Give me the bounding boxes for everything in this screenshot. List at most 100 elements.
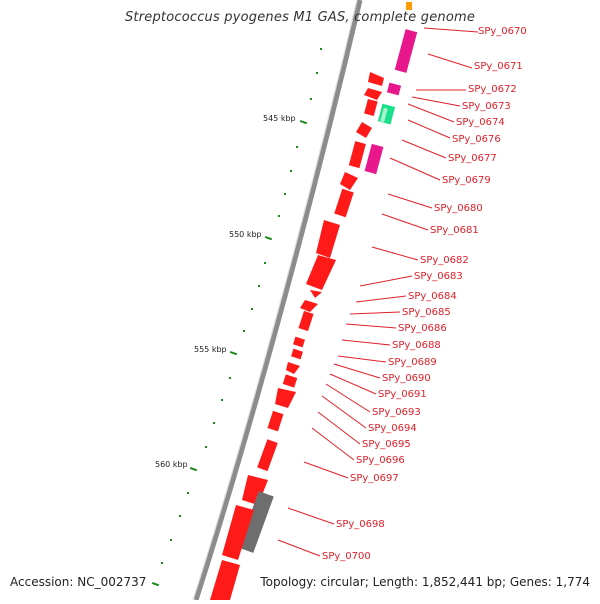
tick-mark — [221, 399, 223, 401]
gene-label[interactable]: SPy_0683 — [414, 271, 463, 282]
gene-feature — [242, 475, 268, 505]
gene-feature — [238, 491, 274, 553]
gene-label[interactable]: SPy_0680 — [434, 203, 483, 214]
map-title: Streptococcus pyogenes M1 GAS, complete … — [124, 10, 476, 25]
tick-mark — [299, 120, 308, 125]
tick-mark — [189, 467, 198, 472]
scale-labels: 545 kbp 550 kbp 555 kbp 560 kbp — [155, 114, 296, 469]
gene-feature — [306, 255, 336, 290]
gene-feature — [267, 410, 284, 432]
gene-feature — [340, 172, 358, 190]
gene-labels: SPy_0670 SPy_0671 SPy_0672 SPy_0673 SPy_… — [322, 26, 527, 562]
gene-label[interactable]: SPy_0693 — [372, 407, 421, 418]
leader-line — [345, 323, 397, 329]
tick-mark — [151, 582, 160, 587]
leader-line — [317, 411, 361, 445]
tick-mark — [290, 170, 292, 172]
tick-mark — [251, 308, 253, 310]
tick-mark — [187, 492, 189, 494]
gene-label[interactable]: SPy_0697 — [350, 473, 399, 484]
scale-label: 550 kbp — [229, 230, 262, 239]
gene-label[interactable]: SPy_0673 — [462, 101, 511, 112]
gene-feature — [275, 388, 296, 408]
gene-label[interactable]: SPy_0691 — [378, 389, 427, 400]
gene-label[interactable]: SPy_0685 — [402, 307, 451, 318]
gene-label[interactable]: SPy_0674 — [456, 117, 505, 128]
leader-line — [287, 507, 335, 525]
leader-line — [407, 119, 451, 139]
leader-line — [325, 383, 371, 413]
gene-label[interactable]: SPy_0696 — [356, 455, 405, 466]
gene-track — [210, 2, 418, 600]
leader-line — [411, 96, 461, 107]
gene-feature — [386, 82, 402, 96]
gene-feature — [210, 560, 240, 600]
accession-text: Accession: NC_002737 — [10, 575, 147, 589]
leader-line — [389, 157, 441, 181]
tick-mark — [296, 146, 298, 148]
scale-label: 545 kbp — [263, 114, 296, 123]
gene-label[interactable]: SPy_0686 — [398, 323, 447, 334]
gene-label[interactable]: SPy_0688 — [392, 340, 441, 351]
gene-label[interactable]: SPy_0670 — [478, 26, 527, 37]
gene-feature — [293, 336, 305, 348]
leader-line — [341, 339, 391, 346]
gene-feature — [348, 141, 366, 169]
gene-label[interactable]: SPy_0689 — [388, 357, 437, 368]
gene-feature — [364, 98, 378, 117]
gene-label[interactable]: SPy_0677 — [448, 153, 497, 164]
tick-mark — [229, 351, 238, 356]
leader-line — [321, 395, 367, 429]
gene-label[interactable]: SPy_0681 — [430, 225, 479, 236]
tick-mark — [284, 193, 286, 195]
leader-line — [381, 213, 429, 231]
gene-feature — [364, 143, 384, 175]
tick-mark — [213, 422, 215, 424]
gene-label[interactable]: SPy_0695 — [362, 439, 411, 450]
leader-line — [311, 427, 355, 461]
scale-label: 560 kbp — [155, 460, 188, 469]
genome-summary-text: Topology: circular; Length: 1,852,441 bp… — [260, 575, 590, 589]
leader-line — [407, 103, 455, 123]
leader-line — [303, 461, 349, 479]
gene-feature — [316, 220, 340, 258]
leader-line — [401, 139, 447, 159]
gene-label[interactable]: SPy_0694 — [368, 423, 417, 434]
gene-label[interactable]: SPy_0698 — [336, 519, 385, 530]
tick-mark — [264, 262, 266, 264]
gene-label[interactable]: SPy_0679 — [442, 175, 491, 186]
gene-label[interactable]: SPy_0682 — [420, 255, 469, 266]
tick-mark — [161, 562, 163, 564]
leader-line — [355, 295, 407, 303]
tick-mark — [243, 330, 245, 332]
gene-label[interactable]: SPy_0700 — [322, 551, 371, 562]
scale-ticks — [151, 48, 322, 587]
tick-mark — [179, 515, 181, 517]
gene-label[interactable]: SPy_0671 — [474, 61, 523, 72]
gene-feature — [380, 107, 388, 123]
gene-label[interactable]: SPy_0684 — [408, 291, 457, 302]
leader-line — [337, 355, 387, 363]
gene-feature — [298, 310, 314, 332]
gene-label[interactable]: SPy_0676 — [452, 134, 501, 145]
gene-label[interactable]: SPy_0690 — [382, 373, 431, 384]
leader-line — [329, 373, 377, 395]
leader-lines — [277, 27, 479, 557]
tick-mark — [310, 98, 312, 100]
gene-feature — [257, 439, 278, 472]
scale-label: 555 kbp — [194, 345, 227, 354]
tick-mark — [258, 285, 260, 287]
gene-feature — [334, 188, 354, 218]
backbone-inner — [192, 0, 358, 601]
gene-feature — [222, 505, 254, 560]
leader-line — [371, 246, 419, 261]
gene-feature — [406, 2, 412, 10]
tick-mark — [316, 72, 318, 74]
gene-label[interactable]: SPy_0672 — [468, 84, 517, 95]
tick-mark — [320, 48, 322, 50]
tick-mark — [278, 215, 280, 217]
tick-mark — [264, 236, 273, 241]
leader-line — [333, 363, 381, 379]
